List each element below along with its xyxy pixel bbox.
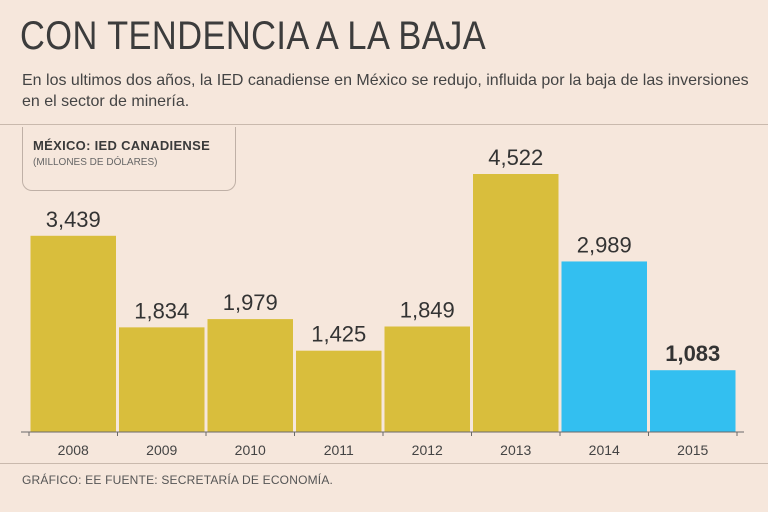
source-note: GRÁFICO: EE FUENTE: SECRETARÍA DE ECONOM… xyxy=(22,473,334,487)
top-divider xyxy=(0,124,768,125)
tick-label-2009: 2009 xyxy=(146,442,177,458)
tick-label-2015: 2015 xyxy=(677,442,708,458)
bar-2012 xyxy=(384,326,470,432)
data-label-2012: 1,849 xyxy=(400,298,455,323)
bar-2010 xyxy=(207,319,293,432)
bar-2013 xyxy=(473,174,559,432)
data-label-2010: 1,979 xyxy=(223,290,278,315)
chart-subtitle: En los ultimos dos años, la IED canadien… xyxy=(22,72,749,110)
bar-2009 xyxy=(119,327,205,432)
tick-label-2008: 2008 xyxy=(58,442,89,458)
tick-label-2010: 2010 xyxy=(235,442,266,458)
bar-2011 xyxy=(296,350,382,432)
tick-label-2011: 2011 xyxy=(324,442,354,458)
tick-label-2012: 2012 xyxy=(412,442,443,458)
legend-subtitle: (MILLONES DE DÓLARES) xyxy=(33,157,158,168)
tick-label-2014: 2014 xyxy=(589,442,620,458)
bar-2015 xyxy=(650,370,736,432)
data-label-2014: 2,989 xyxy=(577,232,632,257)
bar-2014 xyxy=(561,261,647,432)
chart-title: CON TENDENCIA A LA BAJA xyxy=(20,14,487,58)
data-label-2008: 3,439 xyxy=(46,207,101,232)
data-label-2013: 4,522 xyxy=(488,145,543,170)
data-label-2009: 1,834 xyxy=(134,298,189,323)
tick-label-2013: 2013 xyxy=(500,442,531,458)
bottom-divider xyxy=(0,463,768,464)
bar-2008 xyxy=(30,235,116,432)
data-label-2015: 1,083 xyxy=(665,341,720,366)
legend-box: MÉXICO: IED CANADIENSE (MILLONES DE DÓLA… xyxy=(22,127,236,191)
legend-title: MÉXICO: IED CANADIENSE xyxy=(33,138,211,153)
data-label-2011: 1,425 xyxy=(311,322,366,347)
